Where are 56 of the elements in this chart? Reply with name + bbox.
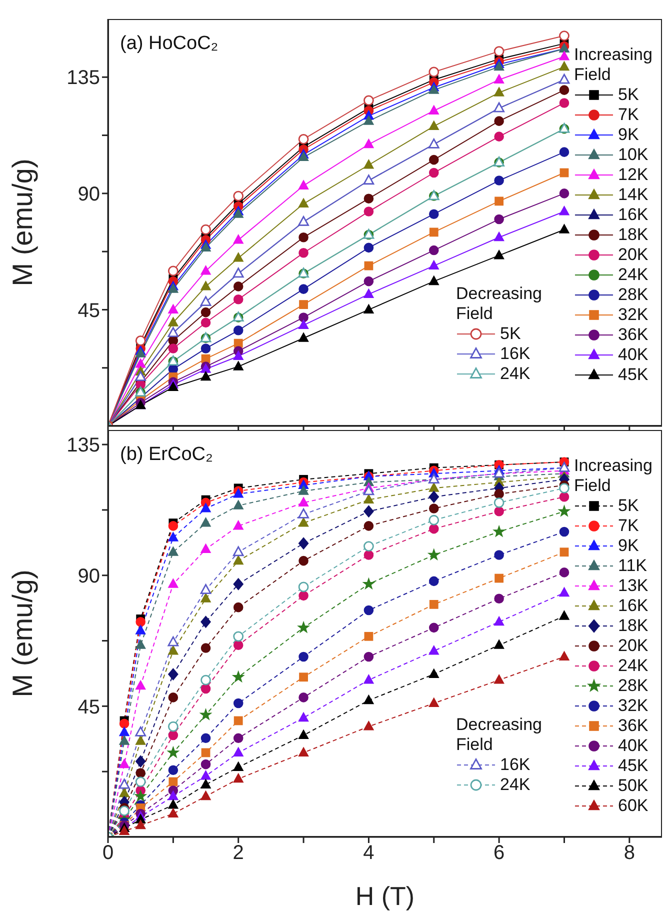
legend-label: 7K	[618, 105, 639, 125]
legend-label: 16K	[618, 205, 648, 225]
legend-label: 7K	[618, 516, 639, 536]
legend-label: 18K	[618, 616, 648, 636]
legend-label: 20K	[618, 245, 648, 265]
x-tick-label: 6	[493, 842, 505, 864]
legend-title: Increasing Field	[574, 45, 654, 85]
legend-label: 16K	[618, 596, 648, 616]
y-tick-label: 90	[78, 565, 100, 588]
x-tick-label: 0	[102, 842, 114, 864]
legend-label: 45K	[618, 756, 648, 776]
legend-label: 45K	[618, 365, 648, 385]
legend-label: 32K	[618, 696, 648, 716]
annotation: Decreasing Field	[456, 284, 543, 324]
legend-label: 9K	[618, 125, 639, 145]
legend-label: 9K	[618, 536, 639, 556]
legend-label: 24K	[618, 265, 648, 285]
legend-label: 36K	[618, 325, 648, 345]
y-tick-label: 45	[78, 300, 100, 322]
legend-label: 16K	[500, 344, 530, 364]
legend-label: 60K	[618, 796, 648, 816]
legend-label: 32K	[618, 305, 648, 325]
legend-label: 28K	[618, 285, 648, 305]
legend-label: 16K	[500, 755, 530, 775]
text: (b) ErCoC₂	[120, 444, 213, 466]
legend-label: 5K	[618, 85, 639, 105]
legend-label: 36K	[618, 716, 648, 736]
legend-label: 40K	[618, 345, 648, 365]
legend-label: 13K	[618, 576, 648, 596]
legend-label: 40K	[618, 736, 648, 756]
x-tick-label: 4	[363, 842, 374, 864]
legend-label: 14K	[618, 185, 648, 205]
y-tick-label: 45	[78, 696, 100, 718]
legend-label: 10K	[618, 145, 648, 165]
text: (a) HoCoC₂	[120, 33, 218, 55]
legend-label: 5K	[500, 324, 521, 344]
y-tick-label: 135	[66, 434, 100, 457]
y-axis-title: M (emu/g)	[6, 570, 38, 698]
annotation: Decreasing Field	[456, 715, 543, 755]
legend-label: 11K	[618, 556, 647, 576]
x-tick-label: 2	[232, 842, 244, 864]
legend-label: 24K	[500, 775, 530, 795]
legend-label: 50K	[618, 776, 648, 796]
x-axis-title: H (T)	[355, 881, 415, 911]
legend-label: 24K	[618, 656, 648, 676]
y-tick-label: 135	[66, 67, 100, 90]
legend-label: 18K	[618, 225, 648, 245]
y-tick-label: 90	[78, 184, 100, 206]
legend-label: 20K	[618, 636, 648, 656]
y-axis-title: M (emu/g)	[6, 158, 38, 286]
legend-title: Increasing Field	[574, 456, 654, 496]
legend-label: 12K	[618, 165, 648, 185]
x-tick-label: 8	[624, 842, 635, 864]
legend-label: 28K	[618, 676, 648, 696]
legend-label: 5K	[618, 496, 639, 516]
legend-label: 24K	[500, 364, 530, 384]
